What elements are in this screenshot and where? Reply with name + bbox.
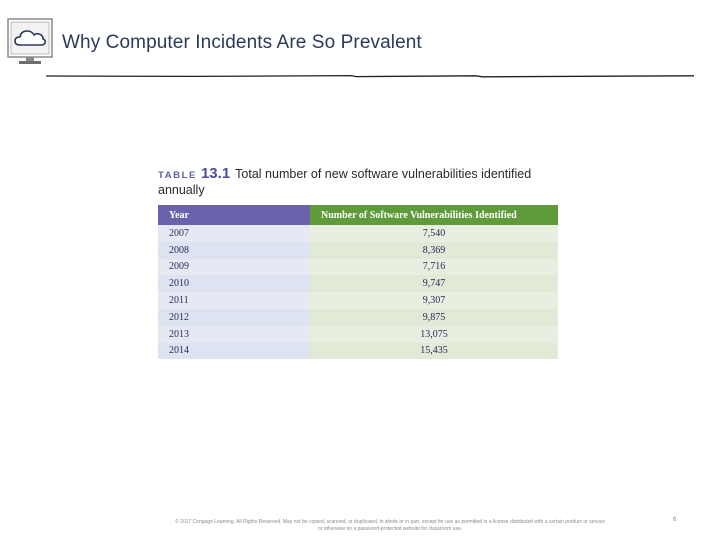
table-row: 2013 13,075 <box>158 325 558 343</box>
count-cell: 9,307 <box>310 292 558 309</box>
year-cell: 2014 <box>158 342 310 360</box>
table-caption: TABLE 13.1 Total number of new software vu… <box>158 166 558 198</box>
table-row: 2009 7,716 <box>158 258 558 276</box>
table-row: 2011 9,307 <box>158 292 558 309</box>
count-cell: 13,075 <box>310 325 558 343</box>
table-row: 2008 8,369 <box>158 241 558 259</box>
count-cell: 7,716 <box>310 258 558 276</box>
table-row: 2014 15,435 <box>158 342 558 360</box>
table-caption-text: Total number of new software vulnerabili… <box>158 167 532 197</box>
year-cell: 2009 <box>158 258 310 276</box>
count-cell: 9,875 <box>310 308 558 326</box>
title-divider <box>46 74 694 78</box>
slide-title: Why Computer Incidents Are So Prevalent <box>62 32 422 53</box>
copyright-line-2: or otherwise on a password-protected web… <box>317 526 463 532</box>
table-row: 2007 7,540 <box>158 225 558 242</box>
count-cell: 8,369 <box>310 241 558 259</box>
year-cell: 2007 <box>158 225 310 242</box>
table-caption-prefix: TABLE <box>158 170 197 181</box>
column-header-year: Year <box>158 205 310 225</box>
year-cell: 2008 <box>158 241 310 259</box>
count-cell: 7,540 <box>310 225 558 242</box>
table-caption-number: 13.1 <box>200 165 231 182</box>
table-row: 2010 9,747 <box>158 275 558 293</box>
year-cell: 2012 <box>158 308 310 326</box>
count-cell: 15,435 <box>310 342 558 360</box>
column-header-count: Number of Software Vulnerabilities Ident… <box>310 205 558 225</box>
table-header-row: Year Number of Software Vulnerabilities … <box>158 205 558 225</box>
year-cell: 2010 <box>158 275 310 293</box>
table-row: 2012 9,875 <box>158 308 558 326</box>
count-cell: 9,747 <box>310 275 558 293</box>
copyright-line-1: © 2017 Cengage Learning. All Rights Rese… <box>174 519 606 525</box>
year-cell: 2011 <box>158 292 310 309</box>
page-number: 6 <box>673 517 677 523</box>
year-cell: 2013 <box>158 325 310 343</box>
cloud-computer-icon <box>7 18 53 64</box>
copyright-notice: © 2017 Cengage Learning. All Rights Rese… <box>120 519 660 533</box>
vulnerabilities-table: Year Number of Software Vulnerabilities … <box>158 205 558 360</box>
